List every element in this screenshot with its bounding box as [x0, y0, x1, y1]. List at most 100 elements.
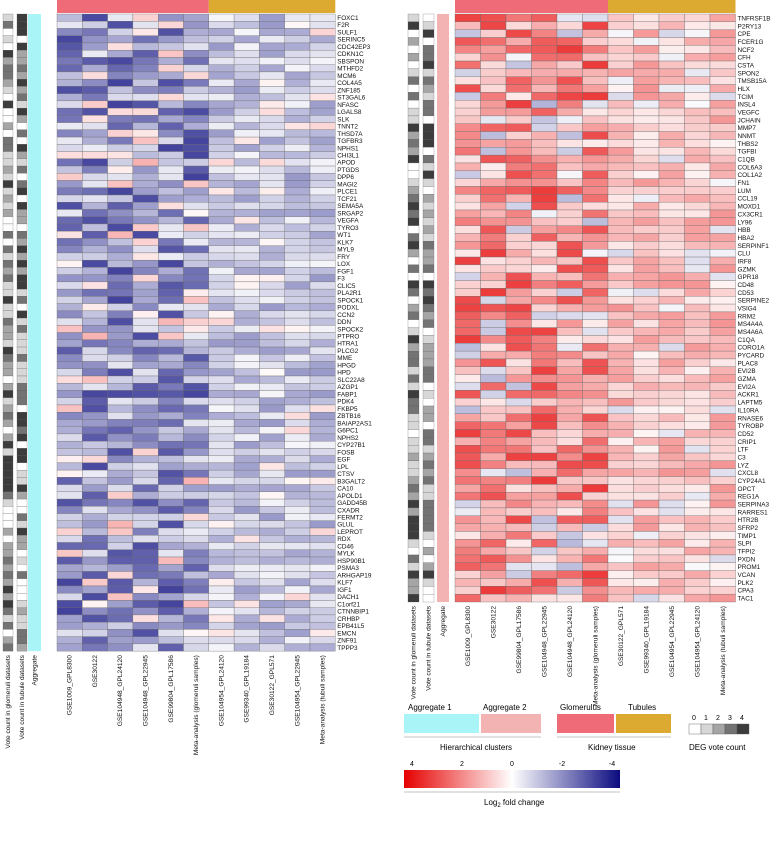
heat-cell: [259, 629, 285, 637]
heat-cell: [284, 223, 311, 232]
heat-cell: [107, 383, 134, 391]
legend-vote-tick: 4: [740, 715, 744, 722]
gene-label: P2RY13: [738, 23, 762, 30]
heat-cell: [132, 303, 159, 312]
gene-label: LY96: [738, 219, 753, 226]
heat-cell: [259, 57, 285, 65]
heat-cell: [709, 147, 736, 156]
heat-cell: [709, 562, 736, 571]
heat-cell: [556, 546, 583, 556]
heat-cell: [684, 92, 711, 101]
heat-cell: [107, 643, 134, 652]
heat-cell: [684, 225, 711, 234]
heat-cell: [107, 477, 134, 485]
heat-cell: [454, 366, 481, 375]
heat-cell: [259, 513, 285, 521]
heat-cell: [233, 288, 260, 297]
heat-cell: [505, 53, 532, 62]
legend-glomerulus-label: Glomerulus: [560, 703, 601, 712]
heat-cell: [132, 296, 159, 304]
gene-label: SLPI: [738, 541, 752, 548]
vote-tubule-cell: [16, 202, 28, 210]
heat-cell: [107, 390, 134, 398]
vote-glomeruli-cell: [2, 57, 14, 65]
heat-cell: [582, 539, 609, 548]
gene-label: C1orf21: [337, 601, 360, 608]
heat-cell: [107, 42, 134, 51]
heat-cell: [633, 256, 660, 266]
heat-cell: [480, 256, 507, 266]
gene-label: SERINC5: [337, 37, 365, 44]
heat-cell: [607, 570, 634, 579]
heat-cell: [208, 325, 235, 333]
heat-cell: [709, 272, 736, 281]
heat-cell: [480, 154, 507, 164]
gene-label: MS4A4A: [738, 321, 764, 328]
heat-cell: [556, 468, 583, 477]
vote-glomeruli-cell: [407, 249, 420, 258]
left-heatmap-panel: FOXC1F2RSULF1SERINC5CDC42EP3CDKN1CSBSPON…: [2, 0, 372, 755]
heat-cell: [233, 107, 260, 116]
heat-cell: [454, 21, 481, 30]
heat-cell: [709, 570, 736, 579]
vote-tubule-cell: [422, 405, 435, 414]
vote-glomeruli-cell: [407, 225, 420, 234]
heat-cell: [107, 267, 134, 275]
heat-cell: [107, 556, 134, 565]
heat-cell: [259, 339, 285, 348]
vote-tubule-cell: [16, 173, 28, 181]
vote-glomeruli-cell: [2, 412, 14, 420]
heat-cell: [505, 178, 532, 187]
heat-cell: [607, 296, 634, 305]
gene-label: CLU: [738, 251, 751, 258]
heat-cell: [684, 554, 711, 563]
heat-cell: [132, 600, 159, 608]
heat-cell: [183, 643, 209, 652]
heat-cell: [309, 165, 336, 174]
heat-cell: [82, 325, 108, 333]
vote-tubule-cell: [16, 115, 28, 123]
heat-cell: [208, 397, 235, 406]
heat-cell: [309, 419, 336, 427]
heat-cell: [183, 448, 209, 456]
heat-cell: [709, 194, 736, 203]
vote-tubule-cell: [16, 419, 28, 427]
heat-cell: [582, 366, 609, 375]
heat-cell: [284, 158, 311, 167]
gene-label: DPP6: [337, 174, 354, 181]
heat-cell: [607, 499, 634, 509]
heat-cell: [633, 554, 660, 563]
heat-cell: [233, 223, 260, 232]
heat-cell: [82, 35, 108, 44]
heat-cell: [480, 492, 507, 501]
heat-cell: [284, 513, 311, 521]
heat-cell: [658, 523, 685, 532]
heat-cell: [658, 358, 685, 367]
heat-cell: [633, 241, 660, 250]
gene-label: PLA2R1: [337, 290, 361, 297]
vote-glomeruli-cell: [2, 144, 14, 152]
vote-glomeruli-cell: [2, 202, 14, 210]
heat-cell: [183, 412, 209, 420]
legend-hier-caption: Hierarchical clusters: [440, 743, 512, 752]
heat-cell: [633, 374, 660, 383]
heat-cell: [607, 484, 634, 493]
heat-cell: [107, 361, 134, 369]
heat-cell: [183, 484, 209, 493]
heat-cell: [56, 607, 83, 616]
heat-cell: [208, 187, 235, 196]
heat-cell: [480, 531, 507, 540]
heat-cell: [158, 93, 184, 102]
heat-cell: [132, 107, 159, 116]
heat-cell: [56, 571, 83, 579]
heat-cell: [556, 60, 583, 70]
legend-colorbar-tick: 2: [460, 761, 464, 768]
heat-cell: [531, 201, 558, 211]
heat-cell: [607, 37, 634, 46]
heat-cell: [158, 238, 184, 246]
heat-cell: [607, 593, 634, 603]
dataset-column-label: GSE104954_GPL22945: [294, 655, 301, 726]
heat-cell: [82, 636, 108, 645]
heat-cell: [309, 527, 336, 536]
heat-cell: [208, 527, 235, 536]
